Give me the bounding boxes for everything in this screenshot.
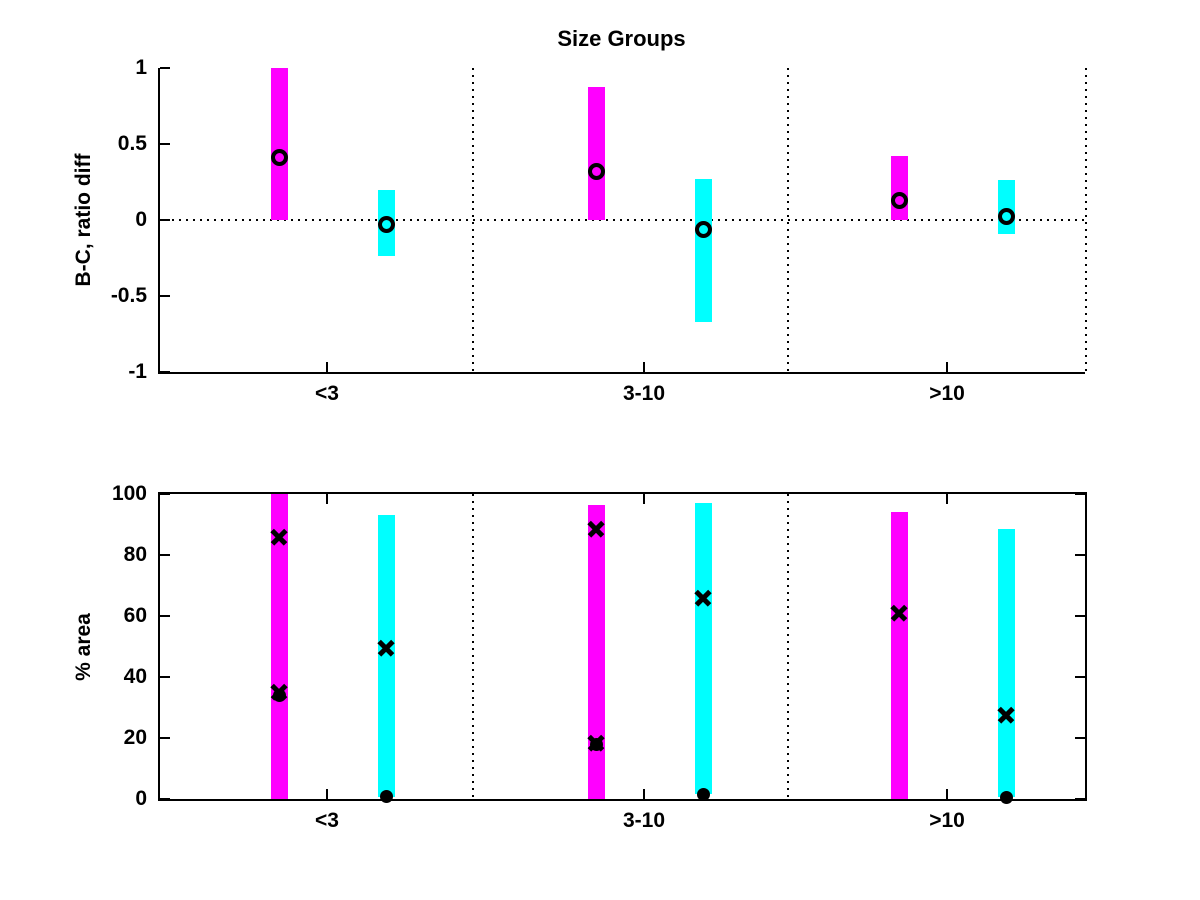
y-axis-spine — [158, 68, 160, 374]
y-axis-tick-right — [1075, 676, 1085, 678]
x-marker — [271, 684, 288, 701]
x-marker — [378, 640, 395, 657]
x-marker — [998, 707, 1015, 724]
x-axis-tick — [946, 789, 948, 799]
x-marker — [588, 734, 605, 751]
y-axis-tick — [160, 615, 170, 617]
magenta-range-bar — [890, 512, 908, 799]
x-axis-tick — [946, 362, 948, 372]
y-axis-tick — [160, 554, 170, 556]
group-separator-line — [1085, 68, 1087, 372]
bottom-y-axis-label: % area — [72, 613, 95, 681]
y-axis-tick — [160, 143, 170, 145]
magenta-range-bar — [587, 504, 605, 799]
x-axis-spine — [158, 372, 1085, 374]
y-axis-tick-right — [1075, 798, 1085, 800]
magenta-range-bar — [270, 494, 288, 799]
x-tick-label: >10 — [929, 382, 965, 405]
x-marker — [588, 521, 605, 538]
y-axis-tick — [160, 219, 170, 221]
x-axis-tick-top — [643, 494, 645, 504]
y-axis-tick — [160, 371, 170, 373]
x-marker — [271, 528, 288, 545]
chart-title: Size Groups — [557, 26, 686, 51]
y-tick-label: 0.5 — [117, 132, 147, 155]
y-axis-tick — [160, 67, 170, 69]
y-tick-label: 0 — [135, 208, 147, 231]
x-axis-tick — [643, 362, 645, 372]
y-tick-label: -0.5 — [110, 284, 147, 307]
x-tick-label: 3-10 — [622, 382, 666, 405]
y-axis-tick-right — [1075, 737, 1085, 739]
magenta-range-bar — [890, 156, 908, 220]
y-axis-tick-right — [1075, 554, 1085, 556]
y-tick-label: 100 — [111, 482, 147, 505]
dot-marker — [379, 790, 393, 804]
x-tick-label: <3 — [315, 382, 339, 405]
cyan-range-bar — [694, 178, 712, 322]
circle-marker — [890, 191, 908, 209]
x-tick-label: <3 — [315, 809, 339, 832]
y-axis-tick-right — [1075, 615, 1085, 617]
x-axis-tick — [643, 789, 645, 799]
group-separator-line — [787, 494, 789, 799]
y-axis-tick — [160, 798, 170, 800]
x-axis-tick-top — [946, 494, 948, 504]
y-axis-tick — [160, 737, 170, 739]
x-axis-tick — [326, 789, 328, 799]
y-tick-label: 60 — [123, 604, 147, 627]
y-axis-tick — [160, 493, 170, 495]
x-axis-tick — [326, 362, 328, 372]
y-axis-tick — [160, 676, 170, 678]
magenta-range-bar — [587, 87, 605, 220]
y-tick-label: 0 — [135, 787, 147, 810]
dot-marker — [999, 790, 1013, 804]
y-axis-tick — [160, 295, 170, 297]
magenta-range-bar — [270, 68, 288, 220]
cyan-range-bar — [997, 529, 1015, 798]
cyan-range-bar — [694, 503, 712, 795]
zero-line — [158, 219, 1085, 221]
x-tick-label: >10 — [929, 809, 965, 832]
y-tick-label: -1 — [128, 360, 147, 383]
x-marker — [695, 589, 712, 606]
x-marker — [891, 604, 908, 621]
circle-marker — [377, 216, 395, 234]
circle-marker — [270, 149, 288, 167]
y-tick-label: 80 — [123, 543, 147, 566]
circle-marker — [997, 208, 1015, 226]
y-tick-label: 20 — [123, 726, 147, 749]
group-separator-line — [472, 494, 474, 799]
plot-box — [158, 492, 1087, 801]
y-tick-label: 1 — [135, 56, 147, 79]
y-axis-tick-right — [1075, 493, 1085, 495]
dot-marker — [696, 787, 710, 801]
circle-marker — [694, 220, 712, 238]
x-axis-tick-top — [326, 494, 328, 504]
circle-marker — [587, 162, 605, 180]
x-tick-label: 3-10 — [622, 809, 666, 832]
cyan-range-bar — [997, 180, 1015, 234]
y-tick-label: 40 — [123, 665, 147, 688]
